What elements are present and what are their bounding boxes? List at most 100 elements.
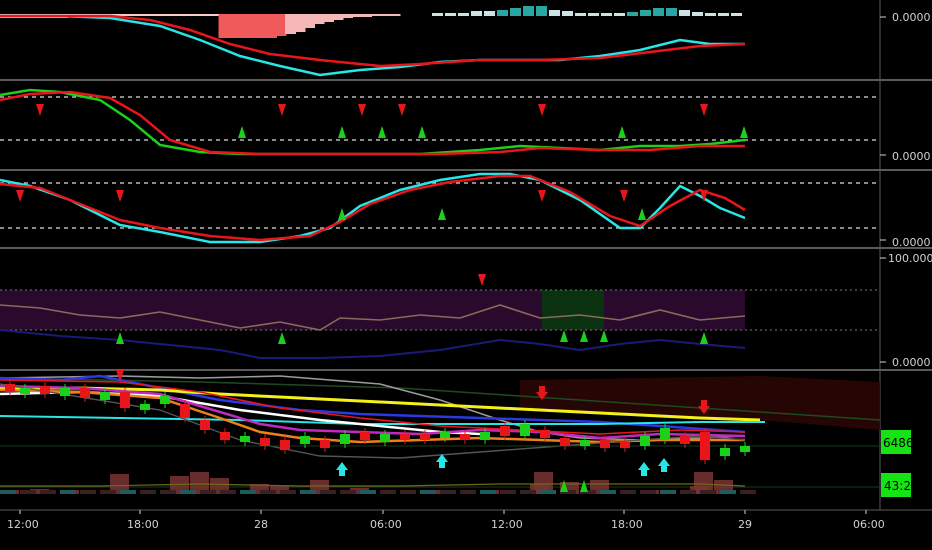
rsi-buy-arrow-3 xyxy=(580,330,588,342)
volume-base-37 xyxy=(740,490,756,494)
stoch1-buy-arrow-1 xyxy=(338,126,346,138)
hist-bar-red-41 xyxy=(389,14,401,16)
volume-bar-1 xyxy=(30,489,49,494)
hist-bar-red-37 xyxy=(351,14,363,17)
volume-base-35 xyxy=(700,490,716,494)
stoch1-sell-arrow-2 xyxy=(358,104,366,116)
volume-bar-19 xyxy=(694,472,713,494)
hist-bar-red-28 xyxy=(266,14,277,38)
stoch2-cyan-line xyxy=(0,172,746,244)
stoch2-sell-arrow-4 xyxy=(700,190,708,202)
x-tick-2: 18:00 xyxy=(127,510,159,531)
hist-bar-red-27 xyxy=(256,14,268,38)
rsi-buy-arrow-2 xyxy=(560,330,568,342)
candle-body-33 xyxy=(660,428,670,440)
volume-base-14 xyxy=(280,490,296,494)
hist-bar-teal-6 xyxy=(510,8,521,16)
hist-bar-red-15 xyxy=(142,14,154,16)
candle-body-13 xyxy=(260,438,270,446)
hist-bar-red-20 xyxy=(190,14,201,16)
hist-bar-red-16 xyxy=(152,14,163,16)
candle-body-26 xyxy=(520,424,530,436)
volume-base-22 xyxy=(440,490,456,494)
hist-bar-red-30 xyxy=(285,14,296,34)
stoch1-buy-arrow-5 xyxy=(740,126,748,138)
hist-bar-red-35 xyxy=(332,14,344,20)
candle-body-36 xyxy=(720,448,730,456)
volume-bar-8 xyxy=(270,486,289,494)
candle-body-9 xyxy=(180,404,190,418)
hist-bar-teal-8 xyxy=(536,6,547,16)
hist-bar-teal-20 xyxy=(692,12,703,16)
x-tick-label-8: 06:00 xyxy=(853,518,885,531)
stoch1-buy-arrow-0 xyxy=(238,126,246,138)
stoch1-buy-arrow-4 xyxy=(618,126,626,138)
volume-base-15 xyxy=(300,490,316,494)
price-badge xyxy=(881,430,911,454)
rsi-signal-line xyxy=(0,329,746,359)
hist-bar-red-40 xyxy=(380,14,391,16)
candle-body-7 xyxy=(140,404,150,410)
x-tick-label-4: 06:00 xyxy=(370,518,402,531)
hist-bar-teal-12 xyxy=(588,13,599,16)
candle-body-31 xyxy=(620,442,630,448)
x-tick-label-5: 12:00 xyxy=(491,518,523,531)
volume-base-31 xyxy=(620,490,636,494)
x-tick-label-3: 28 xyxy=(254,518,268,531)
volume-base-10 xyxy=(200,490,216,494)
stoch1-buy-arrow-2 xyxy=(378,126,386,138)
hist-bar-teal-13 xyxy=(601,13,612,16)
rsi-signal-arrows xyxy=(116,274,708,344)
x-tick-label-6: 18:00 xyxy=(611,518,643,531)
hist-bar-teal-15 xyxy=(627,12,638,16)
volume-bar-7 xyxy=(250,484,269,494)
volume-base-12 xyxy=(240,490,256,494)
volume-base-24 xyxy=(480,490,496,494)
volume-base-33 xyxy=(660,490,676,494)
volume-base-34 xyxy=(680,490,696,494)
candle-body-6 xyxy=(120,392,130,408)
price-signal-arrows xyxy=(116,370,710,492)
panel-histogram: 0.0000 xyxy=(0,6,931,77)
rsi-buy-arrow-1 xyxy=(278,332,286,344)
candle-body-1 xyxy=(20,388,30,394)
hist-bar-red-14 xyxy=(133,14,144,16)
hist-bar-teal-2 xyxy=(458,13,469,16)
volume-base-26 xyxy=(520,490,536,494)
stoch2-buy-arrow-2 xyxy=(638,208,646,220)
hist-bar-teal-21 xyxy=(705,13,716,16)
volume-base-25 xyxy=(500,490,516,494)
candle-body-37 xyxy=(740,446,750,452)
stoch1-sell-arrow-0 xyxy=(36,104,44,116)
hist-bar-red-31 xyxy=(294,14,306,32)
ma-red xyxy=(0,379,746,435)
x-tick-label-2: 18:00 xyxy=(127,518,159,531)
volume-buy-marker-1 xyxy=(580,480,588,492)
hist-bar-teal-7 xyxy=(523,6,534,16)
x-tick-4: 06:00 xyxy=(370,510,402,531)
hist-bar-red-26 xyxy=(247,14,258,38)
x-tick-label-7: 29 xyxy=(738,518,752,531)
x-tick-label-1: 12:00 xyxy=(7,518,39,531)
candle-body-14 xyxy=(280,440,290,450)
hist-bar-teal-0 xyxy=(432,13,443,16)
candle-body-22 xyxy=(440,432,450,438)
volume-ma-line xyxy=(0,483,746,487)
candlesticks xyxy=(5,380,750,464)
candle-body-16 xyxy=(320,440,330,448)
x-tick-8: 06:00 xyxy=(853,510,885,531)
ma-blue xyxy=(0,374,746,434)
hist-bar-red-18 xyxy=(171,14,182,16)
candle-body-20 xyxy=(400,434,410,440)
hist-bar-teal-5 xyxy=(497,10,508,16)
candle-body-5 xyxy=(100,392,110,400)
price-buy-arrow-0 xyxy=(336,462,348,476)
rsi-buy-arrow-4 xyxy=(600,330,608,342)
hist-bar-teal-4 xyxy=(484,11,495,16)
candle-body-0 xyxy=(5,384,15,392)
volume-base-4 xyxy=(80,490,96,494)
candle-body-10 xyxy=(200,420,210,430)
rsi-band-green xyxy=(542,290,604,330)
price-sell-arrow-0 xyxy=(536,386,548,400)
